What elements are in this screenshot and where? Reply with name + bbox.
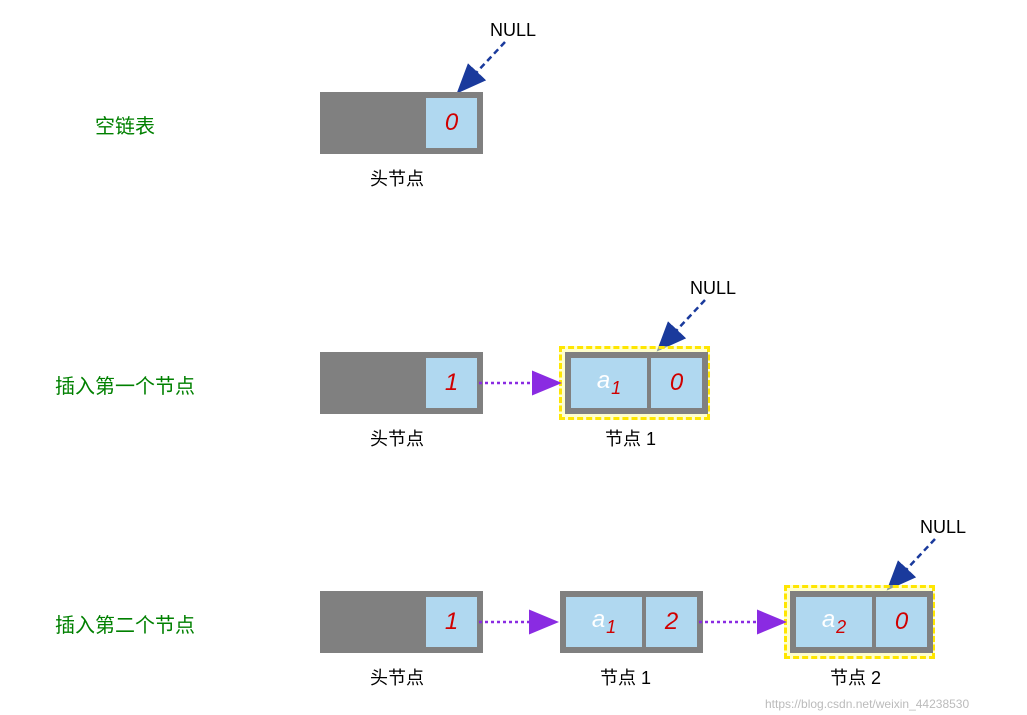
row3-node1-caption: 节点 1 bbox=[600, 664, 651, 690]
row3-label: 插入第二个节点 bbox=[55, 609, 195, 638]
row1-label: 空链表 bbox=[95, 110, 155, 139]
row1-head-ptr-value: 0 bbox=[445, 109, 458, 137]
row3-node1-ptr-value: 2 bbox=[665, 608, 678, 636]
row2-head-caption: 头节点 bbox=[370, 425, 424, 451]
row3-head-ptr-value: 1 bbox=[445, 608, 458, 636]
row3-node2-data: a2 bbox=[794, 595, 874, 649]
row3-node2: a2 0 bbox=[790, 591, 933, 653]
row3-node1: a1 2 bbox=[560, 591, 703, 653]
row2-node1-ptr: 0 bbox=[649, 356, 704, 410]
row3-head-caption: 头节点 bbox=[370, 664, 424, 690]
row2-head-ptr-value: 1 bbox=[445, 369, 458, 397]
row1-head-caption: 头节点 bbox=[370, 165, 424, 191]
row2-head-node: 1 bbox=[320, 352, 483, 414]
watermark: https://blog.csdn.net/weixin_44238530 bbox=[765, 697, 969, 711]
row2-node1-data: a1 bbox=[569, 356, 649, 410]
row3-node2-ptr: 0 bbox=[874, 595, 929, 649]
row2-head-data bbox=[324, 356, 424, 410]
row3-head-node: 1 bbox=[320, 591, 483, 653]
row1-null-label: NULL bbox=[490, 20, 536, 41]
row3-node1-data: a1 bbox=[564, 595, 644, 649]
row3-node2-caption: 节点 2 bbox=[830, 664, 881, 690]
row3-node1-ptr: 2 bbox=[644, 595, 699, 649]
row3-node2-data-value: a2 bbox=[822, 606, 846, 638]
row2-node1-caption: 节点 1 bbox=[605, 425, 656, 451]
row2-label: 插入第一个节点 bbox=[55, 370, 195, 399]
row2-head-ptr: 1 bbox=[424, 356, 479, 410]
row3-null-label: NULL bbox=[920, 517, 966, 538]
row3-head-data bbox=[324, 595, 424, 649]
row3-node2-ptr-value: 0 bbox=[895, 608, 908, 636]
row3-node1-data-value: a1 bbox=[592, 606, 616, 638]
row2-null-label: NULL bbox=[690, 278, 736, 299]
row2-node1-ptr-value: 0 bbox=[670, 369, 683, 397]
row2-node1: a1 0 bbox=[565, 352, 708, 414]
row2-node1-data-value: a1 bbox=[597, 367, 621, 399]
row3-head-ptr: 1 bbox=[424, 595, 479, 649]
row1-head-node: 0 bbox=[320, 92, 483, 154]
row1-head-ptr: 0 bbox=[424, 96, 479, 150]
row1-head-data bbox=[324, 96, 424, 150]
